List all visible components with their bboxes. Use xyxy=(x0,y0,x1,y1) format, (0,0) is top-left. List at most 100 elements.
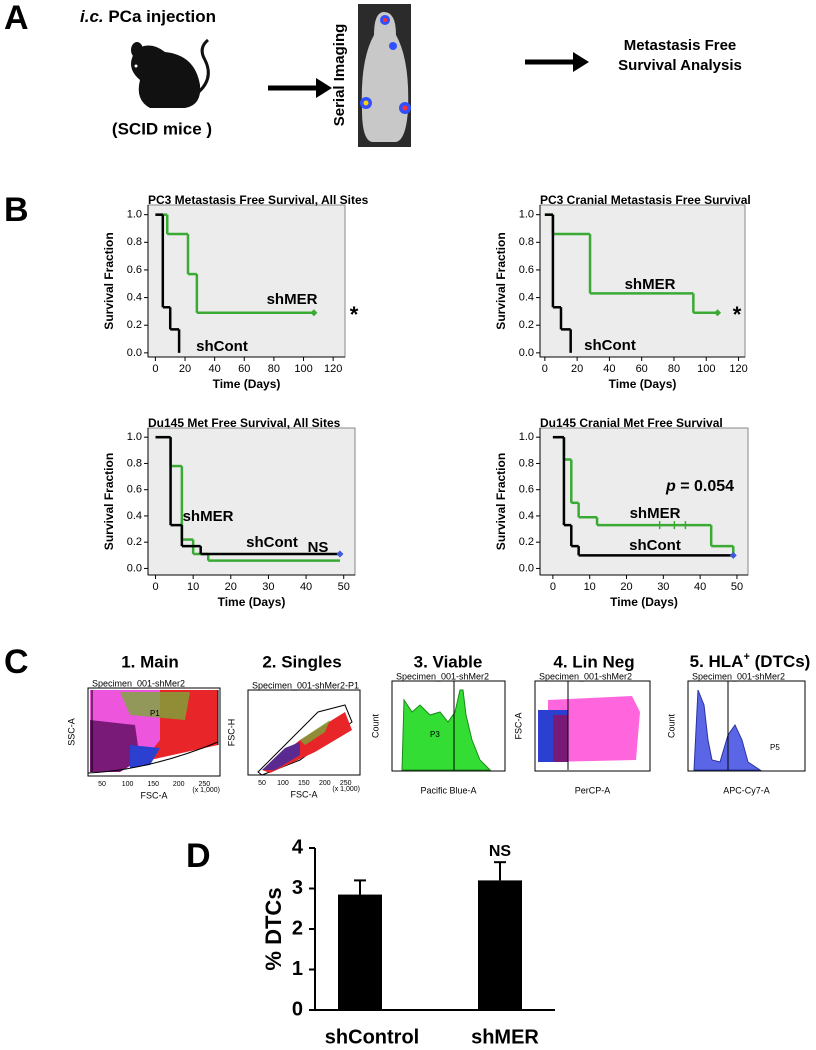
flow-y-label: FSC-A xyxy=(513,713,523,740)
flow-title: 5. HLA+ (DTCs) xyxy=(690,651,811,672)
flow-x-label: APC-Cy7-A xyxy=(723,785,770,795)
imaging-label: Serial Imaging xyxy=(331,24,348,127)
x-tick-label: 120 xyxy=(324,363,342,375)
x-tick-label: 30 xyxy=(657,581,669,593)
y-tick-label: 0.8 xyxy=(519,236,534,248)
km-curve xyxy=(552,435,737,559)
y-tick-label: 0.4 xyxy=(127,291,142,303)
flow-unit: (x 1,000) xyxy=(332,786,360,793)
x-tick-label: 40 xyxy=(694,581,706,593)
flow-x-tick-label: 50 xyxy=(258,780,266,787)
y-tick-label: 1.0 xyxy=(127,431,142,443)
flow-y-label: FSC-H xyxy=(226,719,236,747)
y-tick-label: 1.0 xyxy=(519,209,534,221)
flow-title: 4. Lin Neg xyxy=(553,652,634,671)
flow-x-label: Pacific Blue-A xyxy=(420,785,476,795)
flow-gate-label: P1 xyxy=(150,709,160,718)
y-tick-label: 0.8 xyxy=(127,457,142,469)
y-tick-label: 0.0 xyxy=(519,347,534,359)
y-tick-label: 0.8 xyxy=(127,236,142,248)
x-tick-label: 80 xyxy=(668,363,680,375)
x-tick-label: 40 xyxy=(209,363,221,375)
y-tick-label: 4 xyxy=(292,836,304,858)
y-axis-label: Survival Fraction xyxy=(494,453,508,550)
y-axis-label: Survival Fraction xyxy=(102,232,116,329)
arrow-head xyxy=(316,78,332,98)
annotation-italic: p xyxy=(665,478,676,495)
y-tick-label: 0.4 xyxy=(519,291,534,303)
plot-area xyxy=(147,204,346,358)
series-label: shCont xyxy=(196,338,248,355)
injection-text: PCa injection xyxy=(104,7,216,26)
y-tick-label: 0.6 xyxy=(127,264,142,276)
km-curve xyxy=(544,213,572,353)
km-curve xyxy=(552,435,735,554)
flow-unit: (x 1,000) xyxy=(192,787,220,794)
flow-x-tick-label: 250 xyxy=(340,780,352,787)
y-axis-label: % DTCs xyxy=(261,887,286,970)
flow-x-tick-label: 200 xyxy=(319,780,331,787)
flow-title-suffix: (DTCs) xyxy=(750,652,810,671)
x-tick-label: 80 xyxy=(268,363,280,375)
y-tick-label: 0.0 xyxy=(519,562,534,574)
flow-plot-viable xyxy=(391,680,506,772)
x-tick-label: 40 xyxy=(603,363,615,375)
flow-x-tick-label: 200 xyxy=(173,781,185,788)
flow-x-label: PerCP-A xyxy=(575,785,611,795)
x-tick-label: 30 xyxy=(262,581,274,593)
bar xyxy=(478,880,522,1010)
series-label: shCont xyxy=(246,534,298,551)
y-tick-label: 0.6 xyxy=(519,264,534,276)
x-tick-label: 0 xyxy=(542,363,548,375)
y-tick-label: 0.2 xyxy=(519,319,534,331)
flow-x-tick-label: 250 xyxy=(198,781,210,788)
annotation: p = 0.054 xyxy=(665,478,734,495)
x-tick-label: 100 xyxy=(697,363,715,375)
flow-x-tick-label: 100 xyxy=(122,781,134,788)
series-label: shMER xyxy=(267,291,318,308)
end-marker xyxy=(336,550,344,558)
x-tick-label: 0 xyxy=(550,581,556,593)
x-tick-label: 20 xyxy=(225,581,237,593)
chart-title: PC3 Cranial Metastasis Free Survival xyxy=(540,193,751,207)
y-tick-label: 0.2 xyxy=(519,536,534,548)
annotation-text: NS xyxy=(308,539,329,556)
injection-italic: i.c. xyxy=(80,7,104,26)
y-tick-label: 0 xyxy=(292,998,303,1020)
panel-label: D xyxy=(186,837,211,875)
x-tick-label: 10 xyxy=(187,581,199,593)
flow-y-label: SSC-A xyxy=(66,718,76,746)
x-axis-label: Time (Days) xyxy=(218,595,286,609)
y-tick-label: 3 xyxy=(292,877,303,899)
end-marker xyxy=(310,309,318,317)
y-tick-label: 0.4 xyxy=(127,510,142,522)
y-tick-label: 0.0 xyxy=(127,347,142,359)
chart-title: PC3 Metastasis Free Survival, All Sites xyxy=(148,193,369,207)
annotation: NS xyxy=(489,843,512,860)
y-axis-label: Survival Fraction xyxy=(102,453,116,550)
panel-label: C xyxy=(4,643,29,681)
chart-title: Du145 Cranial Met Free Survival xyxy=(540,416,723,430)
x-axis-label: Time (Days) xyxy=(213,377,281,391)
x-tick-label: 20 xyxy=(179,363,191,375)
mice-label: (SCID mice ) xyxy=(112,119,212,138)
y-tick-label: 0.2 xyxy=(127,319,142,331)
annotation-text: * xyxy=(350,302,359,327)
y-tick-label: 1.0 xyxy=(519,431,534,443)
annotation: * xyxy=(733,302,742,327)
x-tick-label: 0 xyxy=(152,363,158,375)
flow-title-sup: + xyxy=(743,651,749,663)
flow-x-label: FSC-A xyxy=(291,789,318,799)
flow-title: 2. Singles xyxy=(262,652,341,671)
flow-header: Specimen_001-shMer2-P1 xyxy=(252,680,359,690)
series-label: shMER xyxy=(630,505,681,522)
imaging-photo xyxy=(358,4,411,147)
plot-area xyxy=(539,204,746,358)
chart-title: Du145 Met Free Survival, All Sites xyxy=(148,416,341,430)
flow-header: Specimen_001-shMer2 xyxy=(539,671,632,681)
series-label: shMER xyxy=(183,508,234,525)
x-tick-label: 10 xyxy=(584,581,596,593)
flow-gate-label: P5 xyxy=(770,743,780,752)
km-curve xyxy=(155,213,318,317)
x-tick-label: 60 xyxy=(636,363,648,375)
